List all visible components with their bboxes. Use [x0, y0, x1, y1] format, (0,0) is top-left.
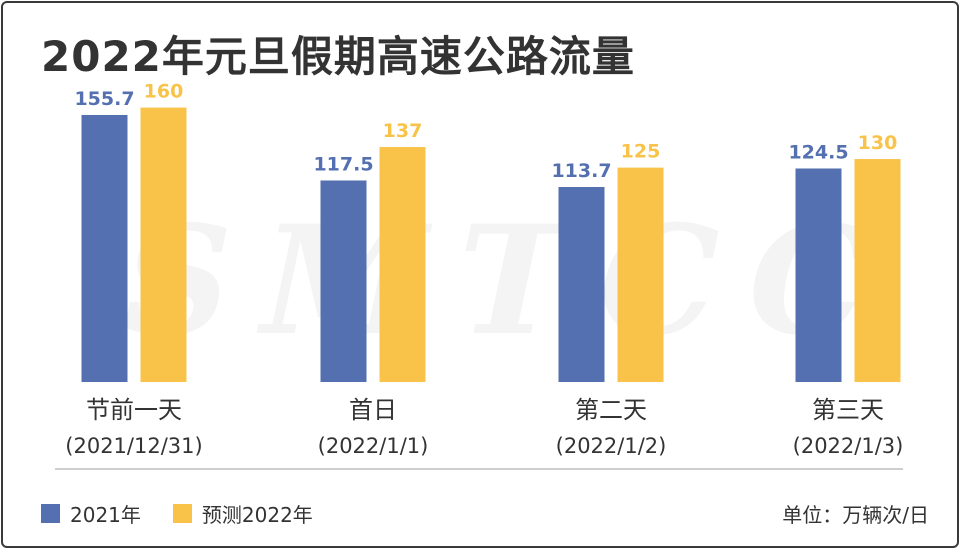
bar-2021-0: [81, 114, 128, 383]
legend-item-2021: 2021年: [41, 499, 141, 528]
category-label-3: 第三天: [812, 396, 884, 424]
legend-swatch-2021: [41, 504, 60, 523]
category-label-1: 首日: [349, 396, 397, 424]
category-label-2: 第二天: [575, 396, 647, 424]
bar-2021-2: [558, 187, 605, 382]
chart-title: 2022年元旦假期高速公路流量: [41, 32, 635, 81]
value-label-2022-1: 137: [383, 120, 423, 142]
legend-label-2022: 预测2022年: [201, 503, 313, 527]
value-label-2021-0: 155.7: [74, 88, 134, 110]
date-label-0: (2021/12/31): [65, 434, 202, 458]
value-label-2022-3: 130: [858, 132, 898, 154]
value-label-2022-0: 160: [144, 81, 184, 103]
legend: 2021年 预测2022年: [41, 499, 345, 528]
bar-2022-3: [854, 159, 901, 382]
category-label-0: 节前一天: [86, 396, 182, 424]
value-label-2021-2: 113.7: [551, 160, 611, 182]
legend-label-2021: 2021年: [70, 503, 141, 527]
value-label-2021-1: 117.5: [313, 153, 373, 175]
bar-chart: 155.7 160 节前一天 (2021/12/31) 117.5 137 首日 (2022/…: [55, 81, 904, 470]
bar-2021-3: [795, 168, 842, 382]
bar-2022-2: [617, 167, 664, 382]
date-label-3: (2022/1/3): [793, 434, 904, 458]
bar-2022-1: [379, 147, 426, 382]
value-label-2022-2: 125: [621, 141, 661, 163]
date-label-1: (2022/1/1): [318, 434, 429, 458]
legend-item-2022: 预测2022年: [172, 499, 313, 528]
value-label-2021-3: 124.5: [788, 141, 848, 163]
unit-label: 单位：万辆次/日: [782, 503, 929, 527]
date-label-2: (2022/1/2): [556, 434, 667, 458]
bar-2021-1: [320, 180, 367, 382]
legend-swatch-2022: [172, 504, 192, 523]
bar-2022-0: [140, 107, 187, 382]
